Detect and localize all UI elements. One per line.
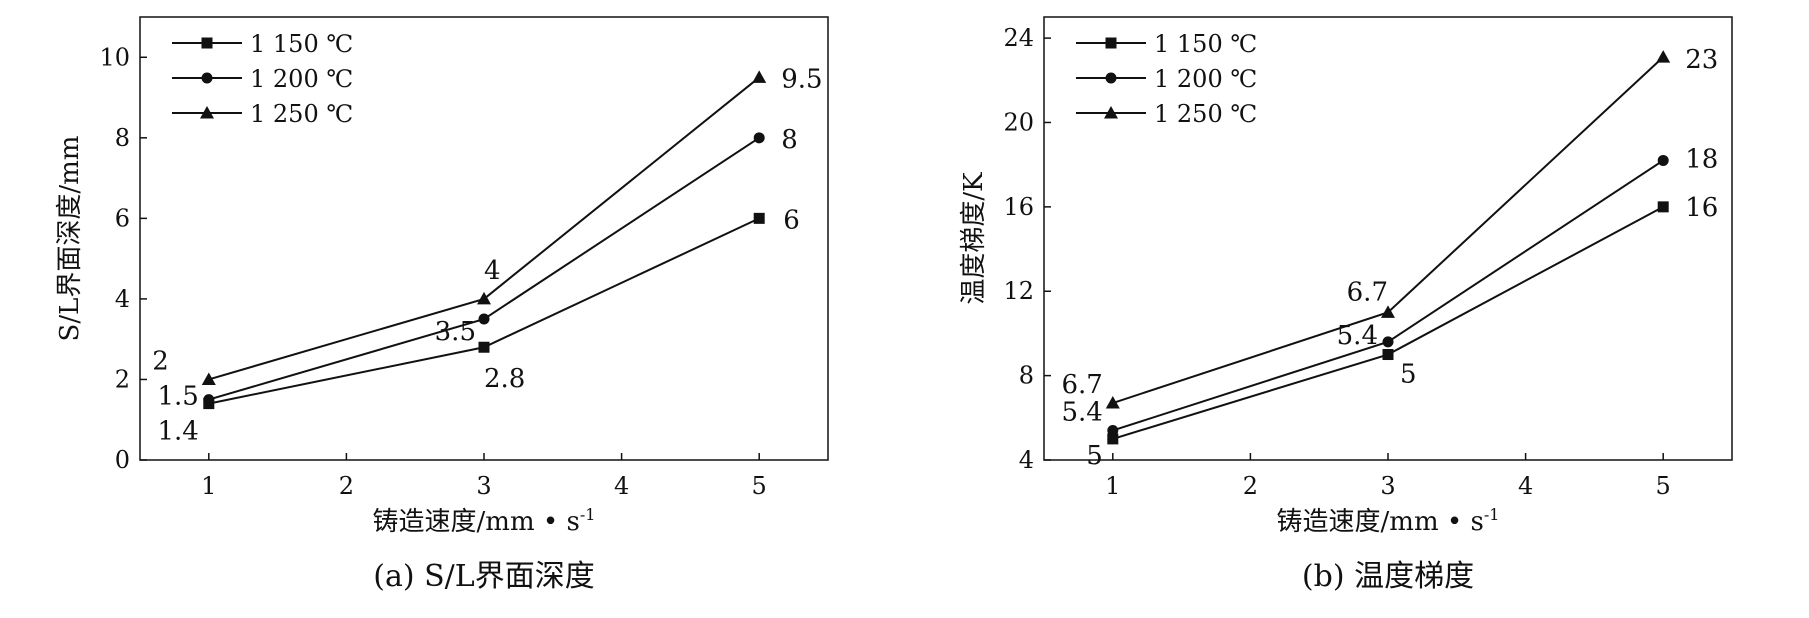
series-square: 5 5 16 xyxy=(1086,193,1718,471)
data-point xyxy=(1105,396,1120,409)
data-label: 16 xyxy=(1685,193,1718,223)
legend-label: 1 250 ℃ xyxy=(1154,100,1257,128)
x-axis-label: 铸造速度/mm • s-1 xyxy=(373,505,596,537)
data-point xyxy=(1107,424,1119,436)
data-label: 18 xyxy=(1685,144,1718,174)
legend: 1 150 ℃ 1 200 ℃ 1 250 ℃ xyxy=(1076,30,1257,128)
data-label: 5.4 xyxy=(1337,321,1378,351)
legend-marker xyxy=(1105,72,1117,84)
y-tick-label: 0 xyxy=(115,446,130,474)
data-label: 2.8 xyxy=(484,364,525,394)
legend-label: 1 150 ℃ xyxy=(250,30,353,58)
y-tick-label: 4 xyxy=(115,285,130,313)
data-label: 5 xyxy=(1400,360,1417,390)
x-axis-label: 铸造速度/mm • s-1 xyxy=(1277,505,1500,537)
legend-marker xyxy=(1105,37,1117,49)
data-point xyxy=(478,341,490,353)
y-tick-label: 4 xyxy=(1019,446,1034,474)
data-label: 6.7 xyxy=(1347,277,1388,307)
y-axis-label: 温度梯度/K xyxy=(959,172,989,305)
data-point xyxy=(203,394,215,406)
x-tick-label: 5 xyxy=(752,472,767,500)
chart-caption: (a) S/L界面深度 xyxy=(373,559,594,594)
legend-marker xyxy=(201,72,213,84)
data-point xyxy=(1657,201,1669,213)
y-tick-label: 8 xyxy=(115,124,130,152)
data-label: 3.5 xyxy=(435,317,476,347)
y-tick-label: 12 xyxy=(1003,277,1034,305)
data-point xyxy=(201,372,216,385)
y-tick-label: 2 xyxy=(115,365,130,393)
data-point xyxy=(753,212,765,224)
data-label: 6.7 xyxy=(1061,370,1102,400)
series-circle: 5.4 5.4 18 xyxy=(1061,144,1718,436)
y-tick-label: 6 xyxy=(115,204,130,232)
data-label: 1.5 xyxy=(157,382,198,412)
legend-label: 1 200 ℃ xyxy=(1154,65,1257,93)
x-tick-label: 1 xyxy=(1105,472,1120,500)
data-point xyxy=(478,313,490,325)
plot-frame xyxy=(1043,16,1733,461)
x-tick-label: 1 xyxy=(201,472,216,500)
data-label: 6 xyxy=(783,205,800,235)
data-label: 5.4 xyxy=(1061,397,1102,427)
x-tick-label: 2 xyxy=(1243,472,1258,500)
legend: 1 150 ℃ 1 200 ℃ 1 250 ℃ xyxy=(172,30,353,128)
legend-marker xyxy=(1104,106,1118,119)
data-label: 2 xyxy=(152,346,169,376)
data-point xyxy=(753,132,765,144)
x-tick-label: 4 xyxy=(1518,472,1533,500)
legend-label: 1 250 ℃ xyxy=(250,100,353,128)
data-label: 8 xyxy=(781,125,798,155)
legend-label: 1 200 ℃ xyxy=(250,65,353,93)
y-tick-label: 24 xyxy=(1003,24,1034,52)
x-tick-label: 2 xyxy=(339,472,354,500)
series-triangle: 249.5 xyxy=(152,64,823,385)
y-tick-label: 10 xyxy=(99,43,130,71)
x-tick-label: 5 xyxy=(1656,472,1671,500)
data-point xyxy=(1656,50,1671,63)
series-circle: 1.5 3.5 8 xyxy=(157,125,797,412)
chart-panel-a: 1 2 3 4 5 0 2 4 6 8 10 铸造速度/mm • s-1 S/L界面深度/mm (a) S… xyxy=(55,16,829,594)
chart-caption: (b) 温度梯度 xyxy=(1302,559,1474,594)
y-axis-label: S/L界面深度/mm xyxy=(55,136,85,342)
series-triangle: 6.7 6.7 23 xyxy=(1061,45,1718,409)
data-label: 9.5 xyxy=(781,64,822,94)
x-tick-label: 3 xyxy=(476,472,491,500)
data-label: 23 xyxy=(1685,45,1718,75)
data-point xyxy=(752,70,767,83)
legend-marker xyxy=(200,106,214,119)
legend-marker xyxy=(201,37,213,49)
data-point xyxy=(1381,305,1395,318)
data-point xyxy=(1382,336,1394,348)
x-tick-label: 3 xyxy=(1380,472,1395,500)
y-tick-label: 20 xyxy=(1003,108,1034,136)
series-line xyxy=(1112,159,1664,432)
data-label: 5 xyxy=(1086,441,1103,471)
data-label: 1.4 xyxy=(157,417,198,447)
data-point xyxy=(1107,433,1119,445)
data-point xyxy=(1657,154,1669,166)
data-point xyxy=(477,291,491,305)
data-label: 4 xyxy=(484,256,501,286)
series-square: 1.4 2.8 6 xyxy=(157,205,799,446)
data-point xyxy=(1382,349,1394,361)
y-tick-label: 16 xyxy=(1003,193,1034,221)
y-tick-label: 8 xyxy=(1019,362,1034,390)
x-tick-label: 4 xyxy=(614,472,629,500)
legend-label: 1 150 ℃ xyxy=(1154,30,1257,58)
